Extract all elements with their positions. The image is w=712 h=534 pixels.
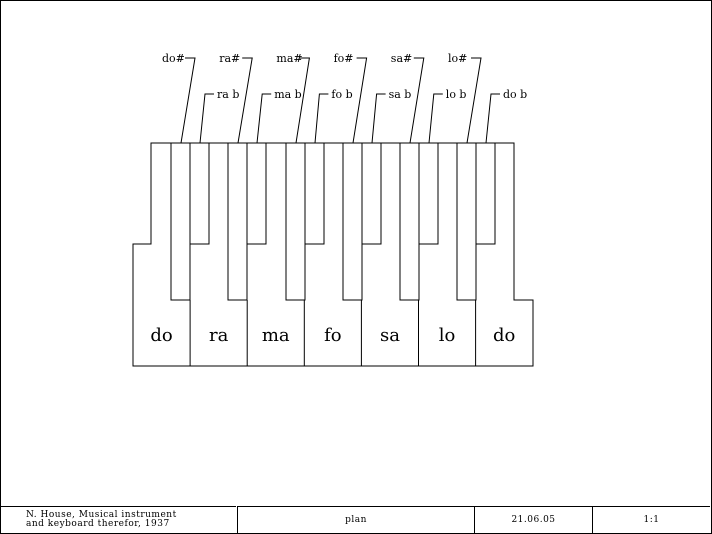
sharp-label: lo# <box>448 52 467 65</box>
keyboard-diagram: do ra ma fo sa lo do do# ra# ma# fo# sa# lo# ra b ma b… <box>132 52 534 367</box>
flat-key <box>246 143 267 245</box>
sharp-key <box>399 143 420 301</box>
sharp-leader <box>352 57 368 144</box>
credit-cell: N. House, Musical instrument and keyboar… <box>0 506 236 533</box>
flat-label: ra b <box>217 88 239 101</box>
flat-label: ma b <box>274 88 302 101</box>
title-block: N. House, Musical instrument and keyboar… <box>0 506 712 534</box>
natural-key-label: fo <box>324 325 342 346</box>
flat-key <box>418 143 439 245</box>
keyboard-outline <box>132 142 534 367</box>
flat-leader <box>428 93 443 144</box>
flat-leader <box>485 93 500 144</box>
flat-label: do b <box>503 88 527 101</box>
natural-key-label: lo <box>439 325 456 346</box>
flat-key <box>304 143 325 245</box>
natural-key-label: sa <box>380 325 400 346</box>
flat-leader <box>199 93 214 144</box>
flat-key <box>189 143 210 245</box>
date-label: 21.06.05 <box>511 515 556 525</box>
sharp-label: do# <box>162 52 185 65</box>
sharp-leader <box>237 57 253 144</box>
sharp-leader <box>180 57 196 144</box>
date-cell: 21.06.05 <box>475 506 592 533</box>
sharp-leader <box>409 57 425 144</box>
natural-key-label: ra <box>209 325 229 346</box>
flat-label: sa b <box>389 88 412 101</box>
flat-leader <box>371 93 386 144</box>
flat-key <box>475 143 496 245</box>
sharp-label: ma# <box>276 52 302 65</box>
sharp-key <box>456 143 477 301</box>
flat-label: fo b <box>331 88 352 101</box>
sharp-key <box>170 143 191 301</box>
sharp-label: fo# <box>334 52 354 65</box>
sharp-key <box>285 143 306 301</box>
scale-label: 1:1 <box>643 515 660 525</box>
natural-key-label: ma <box>262 325 290 346</box>
sharp-key <box>342 143 363 301</box>
sharp-key <box>227 143 248 301</box>
flat-key <box>361 143 382 245</box>
sharp-leader <box>295 57 310 144</box>
sharp-leader <box>466 57 482 144</box>
natural-key-label: do <box>493 325 515 346</box>
credit-line-1: N. House, Musical instrument <box>26 510 177 520</box>
flat-leader <box>256 93 272 144</box>
view-label: plan <box>345 515 367 525</box>
flat-label: lo b <box>446 88 467 101</box>
natural-key-label: do <box>150 325 172 346</box>
sharp-label: ra# <box>219 52 240 65</box>
scale-cell: 1:1 <box>593 506 710 533</box>
sharp-label: sa# <box>391 52 412 65</box>
credit-line-2: and keyboard therefor, 1937 <box>26 519 170 529</box>
flat-leader <box>314 93 329 144</box>
view-cell: plan <box>238 506 474 533</box>
